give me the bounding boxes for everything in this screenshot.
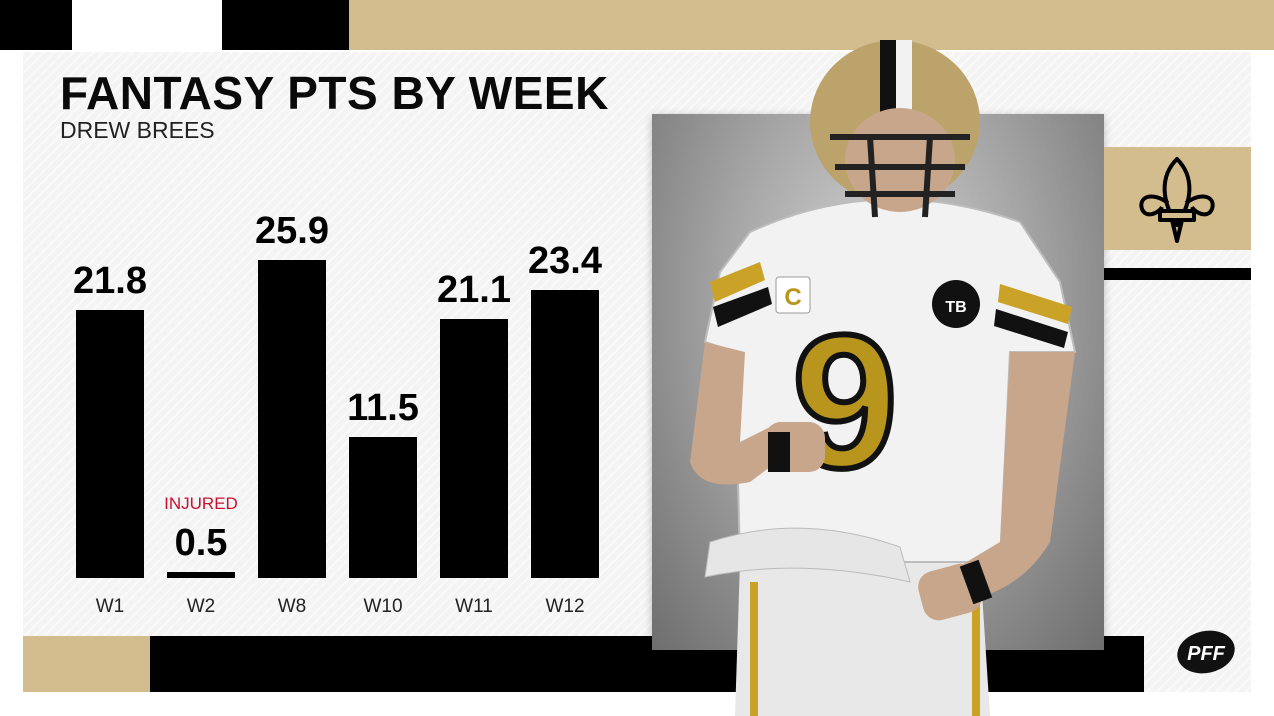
category-label-w11: W11	[455, 596, 493, 617]
pff-logo: PFF	[1176, 630, 1236, 674]
chart-title: FANTASY PTS BY WEEK	[60, 67, 609, 119]
bar-w1	[76, 309, 144, 578]
bar-w12	[531, 290, 599, 578]
category-label-w2: W2	[186, 596, 216, 617]
bar-w2	[167, 571, 235, 578]
fleur-de-lis-icon	[1139, 157, 1215, 243]
player-photo: 9 C TB	[690, 40, 1077, 716]
memorial-patch: TB	[945, 299, 966, 316]
value-label-w1: 21.8	[73, 259, 147, 302]
category-label-w1: W1	[95, 596, 125, 617]
value-label-w10: 11.5	[347, 386, 419, 429]
annotation-w2: INJURED	[164, 493, 238, 513]
category-label-w10: W10	[363, 596, 403, 617]
top-band-gold	[349, 0, 1274, 50]
pff-logo-text: PFF	[1187, 643, 1226, 665]
value-label-w11: 21.1	[437, 268, 511, 311]
bar-w8	[258, 259, 326, 578]
bar-w10	[349, 436, 417, 578]
bottom-band-gold	[23, 636, 150, 692]
value-label-w2: 0.5	[174, 521, 228, 564]
category-label-w12: W12	[545, 596, 585, 617]
bar-chart: 21.8 W1 0.5 W2 INJURED 25.9 W8 11.5 W10 21.1 W11 23…	[0, 0, 640, 640]
bar-w11	[440, 318, 508, 578]
badge-underline	[1104, 268, 1251, 280]
captain-patch: C	[784, 284, 801, 311]
chart-subtitle: DREW BREES	[60, 117, 215, 143]
value-label-w8: 25.9	[255, 209, 329, 252]
team-logo-badge	[1104, 147, 1251, 250]
top-band-black-mid	[222, 0, 349, 50]
category-label-w8: W8	[277, 596, 307, 617]
top-band-black-left	[0, 0, 72, 50]
value-label-w12: 23.4	[528, 240, 602, 283]
jersey-number: 9	[792, 296, 898, 508]
